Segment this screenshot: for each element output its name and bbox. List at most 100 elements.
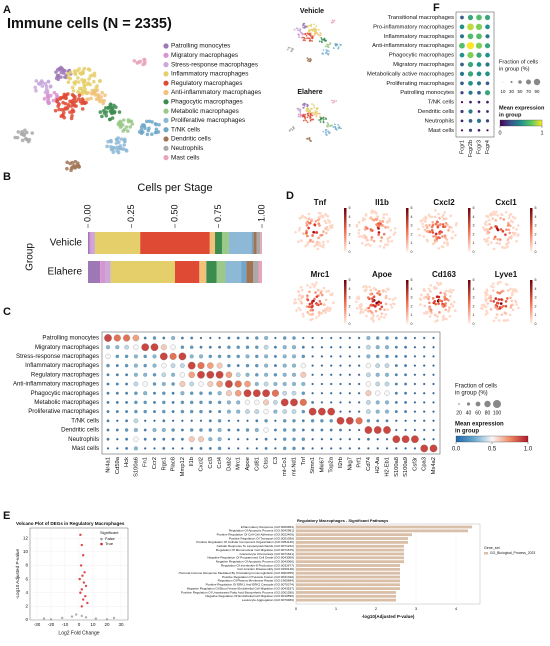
umap-cell [85,97,89,102]
feature-cell [313,283,317,287]
umap-cell [82,66,87,71]
feature-cell [439,223,442,226]
feature-title: Tnf [314,198,327,207]
dot [375,409,380,414]
feature-cell [433,287,436,290]
feature-cell [438,232,441,235]
umap-cell [108,102,113,106]
size-key [475,401,481,407]
dot [320,346,324,349]
umap-cell [304,39,306,42]
dot [236,428,240,432]
feature-cell [369,317,373,320]
dot [311,438,314,441]
colorbar-tick-label: 4 [349,287,351,291]
dot [459,42,465,49]
dot [339,392,342,395]
dot [394,345,398,349]
feature-cell [299,308,302,312]
dot [486,110,489,113]
feature-cell [511,288,515,292]
umap-cell [309,57,312,60]
feature-cell [367,309,370,313]
dot [190,419,193,422]
umap-cell [126,118,131,122]
feature-cell [304,244,307,248]
feature-cell [380,236,383,239]
umap-cell [76,76,80,80]
colorbar-tick-label: 0 [411,250,413,254]
dot [394,410,398,414]
bar-segment [175,261,200,283]
feature-cell [364,236,368,239]
x-tick-label: 2 [375,606,378,611]
bar [296,571,400,575]
dot [245,363,250,368]
feature-cell [385,221,389,224]
feature-cell [436,225,440,229]
umap-cell [117,140,121,144]
y-tick-label: 4 [25,590,28,595]
feature-cell [293,301,296,305]
feature-cell [486,302,490,305]
dot [460,109,464,114]
bar [296,591,396,594]
umap-cell [332,47,335,49]
dot [180,437,184,441]
dot [116,419,119,422]
dot [404,345,408,349]
feature-cell [494,305,497,309]
dot [413,355,417,358]
feature-cell [507,221,510,225]
colorbar [344,208,347,252]
dot [404,391,408,395]
colorbar-tick-label: 3 [411,224,413,228]
umap-cell [69,116,74,121]
dot [339,410,342,413]
dot [273,409,278,414]
legend-label: Mast cells [171,154,199,161]
dot [123,334,131,342]
dot [116,438,119,441]
umap-cell [302,106,305,109]
feature-cell [360,241,364,245]
dot [133,354,138,359]
umap-cell [81,69,85,73]
feature-cell [306,298,310,302]
colorbar-tick-label: 5 [349,206,351,210]
umap-cell [309,32,311,35]
dot [244,399,251,406]
feature-cell [436,315,440,318]
feature-cell [500,313,504,316]
dot [301,345,305,349]
feature-cell [311,282,314,286]
umap-cell [59,65,63,70]
dot [124,428,129,432]
dot [197,362,205,370]
dot [181,447,184,450]
dot [237,447,240,450]
feature-cell [305,231,308,234]
umap-cell [121,129,125,133]
dot [125,437,129,441]
dot [292,336,296,340]
umap-cell [128,125,133,129]
dot [115,345,120,350]
feature-cell [446,223,449,227]
umap-cell [52,90,57,95]
umap-cell [290,128,293,130]
gene-label: Dab2 [226,457,232,471]
gene-label: Stmn1 [310,457,316,474]
dot [198,381,204,387]
dot [255,354,259,359]
colorbar-tick-label: 4 [473,215,475,219]
dot [216,362,223,369]
feature-cell [391,298,395,302]
dot [383,426,391,434]
dot [423,346,426,349]
umap-cell [95,93,100,97]
umap-cell [300,32,303,34]
feature-cell [497,319,501,322]
row-label: Anti-inflammatory macrophages [13,381,99,388]
dot [254,409,260,414]
